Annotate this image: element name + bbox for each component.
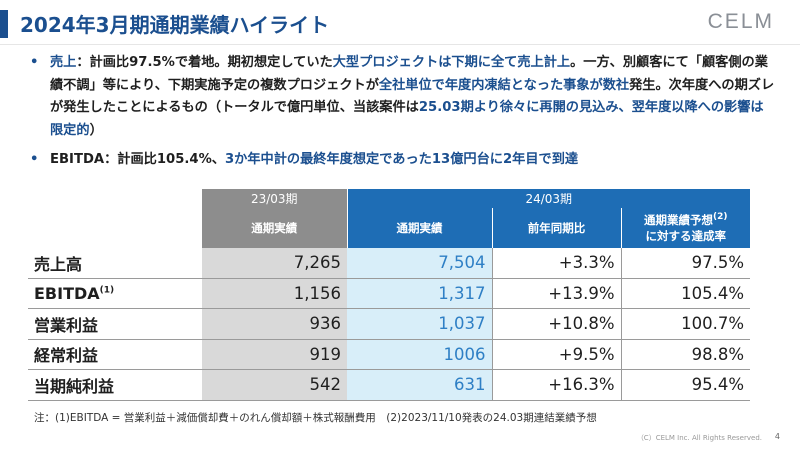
highlight-text: 大型プロジェクトは下期に全て売上計上: [332, 55, 571, 70]
cell-achievement: 95.4%: [620, 369, 751, 401]
cell-cur-actual: 1,317: [347, 278, 492, 309]
cell-prev-actual: 7,265: [202, 248, 347, 279]
page-number: 4: [774, 432, 780, 441]
header-cur-actual: 通期実績: [346, 208, 492, 248]
body-text: 。一方、別顧客にて「顧客側の業績不調」等により、下期実施予定の複数プロジェクトが: [50, 55, 768, 93]
row-label: 営業利益: [28, 308, 202, 340]
row-label: 売上高: [28, 248, 202, 279]
unit-label: （単位：百万円）: [28, 208, 202, 248]
copyright: （C）CELM Inc. All Rights Reserved.: [636, 434, 762, 442]
header-yoy: 前年同期比: [491, 208, 621, 248]
footnote: 注：(1)EBITDA = 営業利益＋減価償却費＋のれん償却額＋株式報酬費用 (…: [34, 412, 597, 424]
bullet-dot-icon: •: [30, 152, 39, 167]
body-text: ：計画比105.4%、: [104, 152, 225, 167]
header-achievement-sup: (2): [713, 212, 728, 223]
cell-yoy: +13.9%: [491, 278, 621, 309]
body-text: 発生。次年度への期ズレが発生したことによるもの（トータルで億円単位、当該案件は: [50, 77, 775, 116]
cell-yoy: +3.3%: [491, 248, 621, 279]
cell-prev-actual: 1,156: [202, 278, 347, 309]
bullet-text: EBITDA：計画比105.4%、3か年中計の最終年度想定であった13億円台に2…: [50, 152, 578, 167]
title-divider: [0, 44, 800, 45]
cell-yoy: +16.3%: [491, 369, 621, 401]
header-achievement-line2: に対する達成率: [645, 229, 727, 243]
table-row: 売上高 7,265 7,504 +3.3% 97.5%: [28, 248, 751, 279]
page-title: 2024年3月期通期業績ハイライト: [20, 13, 330, 37]
table-row: EBITDA(1) 1,156 1,317 +13.9% 105.4%: [28, 278, 751, 309]
header-achievement-line1: 通期業績予想: [644, 213, 714, 227]
cell-prev-actual: 936: [202, 308, 347, 340]
body-text: EBITDA: [50, 152, 105, 167]
table-row: 経常利益 919 1006 +9.5% 98.8%: [28, 339, 751, 370]
cell-achievement: 97.5%: [620, 248, 751, 279]
body-text: ：計画比97.5%で着地。期初想定していた: [76, 55, 333, 70]
bullet-sales: • 売上：計画比97.5%で着地。期初想定していた大型プロジェクトは下期に全て売…: [30, 52, 775, 142]
cell-prev-actual: 542: [202, 369, 347, 401]
bullet-ebitda: • EBITDA：計画比105.4%、3か年中計の最終年度想定であった13億円台…: [30, 149, 775, 172]
row-label: 経常利益: [28, 339, 202, 370]
header-blank: [28, 189, 202, 208]
bullet-text: 売上：計画比97.5%で着地。期初想定していた大型プロジェクトは下期に全て売上計…: [50, 55, 774, 138]
cell-achievement: 105.4%: [620, 278, 751, 309]
cell-cur-actual: 1,037: [347, 308, 492, 340]
row-label: 当期純利益: [28, 369, 202, 401]
header-prev-actual: 通期実績: [202, 208, 347, 248]
table-header-columns: （単位：百万円） 通期実績 通期実績 前年同期比 通期業績予想(2) に対する達…: [28, 208, 751, 248]
row-label: EBITDA(1): [28, 278, 202, 309]
financial-table: 23/03期 24/03期 （単位：百万円） 通期実績 通期実績 前年同期比 通…: [28, 189, 751, 401]
cell-cur-actual: 631: [347, 369, 492, 401]
company-logo: CELM: [707, 10, 774, 33]
cell-achievement: 100.7%: [620, 308, 751, 340]
cell-cur-actual: 7,504: [347, 248, 492, 279]
header-achievement: 通期業績予想(2) に対する達成率: [620, 208, 751, 248]
bullet-dot-icon: •: [30, 55, 39, 70]
header-period-cur: 24/03期: [346, 189, 751, 208]
body-text: ）: [89, 122, 103, 138]
highlight-bullets: • 売上：計画比97.5%で着地。期初想定していた大型プロジェクトは下期に全て売…: [30, 52, 775, 172]
title-accent-bar: [0, 10, 8, 38]
table-row: 営業利益 936 1,037 +10.8% 100.7%: [28, 308, 751, 340]
cell-yoy: +10.8%: [491, 308, 621, 340]
highlight-text: 売上: [50, 55, 77, 70]
cell-cur-actual: 1006: [347, 339, 492, 370]
cell-yoy: +9.5%: [491, 339, 621, 370]
table-header-periods: 23/03期 24/03期: [28, 189, 751, 208]
highlight-text: 3か年中計の最終年度想定であった13億円台に2年目で到達: [225, 152, 579, 167]
cell-achievement: 98.8%: [620, 339, 751, 370]
title-bar: 2024年3月期通期業績ハイライト CELM: [0, 0, 800, 44]
highlight-text: 全社単位で年度内凍結となった事象が数社: [378, 77, 630, 93]
header-period-prev: 23/03期: [202, 189, 347, 208]
highlight-text: 25.03期より徐々に再開の見込み、翌年度以降への影響は限定的: [50, 100, 764, 138]
cell-prev-actual: 919: [202, 339, 347, 370]
table-row: 当期純利益 542 631 +16.3% 95.4%: [28, 369, 751, 401]
